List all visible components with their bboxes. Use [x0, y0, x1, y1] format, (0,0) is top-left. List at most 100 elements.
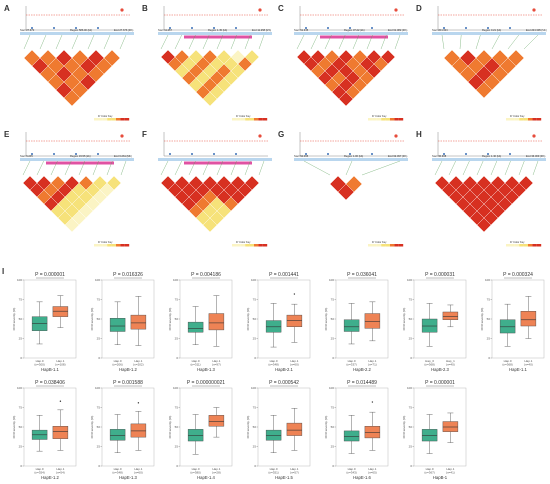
- snp-connector: [532, 160, 539, 176]
- track-start-label: Start 61.345: [294, 28, 309, 32]
- snp-connector: [160, 34, 169, 50]
- y-tick-label: 100: [329, 386, 334, 390]
- color-key-title: D' Color Key: [98, 240, 113, 244]
- color-key: [232, 244, 268, 247]
- snp-point: [487, 153, 489, 155]
- y-axis-label: FCR severity (%): [90, 416, 94, 439]
- y-tick-label: 50: [409, 425, 413, 429]
- snp-connector: [106, 160, 113, 176]
- color-key-swatch: [258, 244, 263, 247]
- panel-label: E: [4, 130, 10, 139]
- snp-connector: [78, 160, 86, 176]
- track-region-label: Region 15.55 (kb): [70, 154, 91, 158]
- color-key-swatch: [111, 118, 116, 121]
- snp-connector: [507, 34, 519, 50]
- p-value: P = 0.001588: [113, 380, 143, 386]
- boxplot-4: 0 25 50 75 100 FCR severity (%) P = 0.001441 Ha…: [246, 272, 311, 372]
- color-key-swatch: [94, 244, 99, 247]
- group-count: (n=28): [212, 471, 221, 475]
- y-tick-label: 25: [175, 337, 179, 341]
- snp-point: [31, 153, 33, 155]
- track-end-label: End 204.305 (Mb): [526, 28, 547, 32]
- ld-panel-f: F D' Color Key: [142, 130, 272, 247]
- snp-connector: [87, 34, 95, 50]
- snp-connector: [55, 34, 63, 50]
- p-value: P = 0.004186: [191, 272, 221, 278]
- group-count: (n=41): [446, 471, 455, 475]
- plot-frame: [179, 387, 233, 467]
- snp-connector: [230, 34, 237, 50]
- color-key-swatch: [245, 118, 250, 121]
- track-end-label: End 61.382 (Mb): [388, 28, 407, 32]
- color-key-swatch: [368, 118, 373, 121]
- outlier-point: [59, 400, 62, 402]
- y-tick-label: 50: [97, 425, 101, 429]
- y-tick-label: 100: [251, 278, 256, 282]
- color-key-swatch: [240, 244, 246, 247]
- track-start-label: Start 204.304: [432, 28, 448, 32]
- y-tick-label: 25: [409, 337, 413, 341]
- y-tick-label: 25: [97, 445, 101, 449]
- p-value: P = 0.000324: [503, 272, 533, 278]
- y-tick-label: 75: [19, 406, 23, 410]
- y-tick-label: 25: [253, 445, 257, 449]
- y-axis-label: FCR severity (%): [246, 416, 250, 439]
- color-key-swatch: [381, 244, 386, 247]
- snp-point: [487, 27, 489, 29]
- snp-point: [191, 27, 193, 29]
- plot-frame: [101, 387, 155, 467]
- snp-point: [465, 153, 467, 155]
- y-tick-label: 25: [331, 337, 335, 341]
- color-key-swatch: [536, 118, 542, 121]
- genome-track: [158, 32, 272, 35]
- snp-point: [509, 27, 511, 29]
- color-key: [506, 244, 542, 247]
- boxplot-11: 0 25 50 75 100 FCR severity (%) P = 0.000542 Ha…: [246, 380, 311, 480]
- y-tick-label: 75: [409, 406, 413, 410]
- y-axis-label: FCR severity (%): [324, 416, 328, 439]
- color-key-swatch: [372, 118, 377, 121]
- snp-connector: [120, 160, 127, 176]
- color-key-swatch: [506, 118, 511, 121]
- y-tick-label: 0: [332, 356, 334, 360]
- group-name: Hap.1: [368, 359, 376, 363]
- ld-panel-a: A Start 27.670 Region 586.00 (kb) End 27.67…: [4, 4, 134, 121]
- snp-connector: [504, 160, 511, 176]
- snp-connector: [475, 34, 481, 50]
- track-end-label: End 62.097 (Mb): [388, 154, 407, 158]
- snp-connector: [103, 34, 111, 50]
- ld-cell: [64, 217, 80, 233]
- y-tick-label: 50: [253, 425, 257, 429]
- snp-connector: [22, 160, 31, 176]
- y-tick-label: 25: [331, 445, 335, 449]
- ld-panel-c: C Start 61.345 Region 37.22 (kb) End 61.382…: [278, 4, 408, 121]
- lead-snp-point: [532, 134, 536, 138]
- color-key-title: D' Color Key: [98, 114, 113, 118]
- color-key-swatch: [372, 244, 377, 247]
- snp-point: [371, 153, 373, 155]
- snp-connector: [36, 160, 44, 176]
- group-name: Hap.0: [36, 359, 44, 363]
- panel-label: A: [4, 4, 10, 13]
- color-key-swatch: [532, 118, 537, 121]
- snp-connector: [338, 34, 346, 50]
- x-axis-label: HapB-2.3: [431, 367, 449, 372]
- group-count: (n=300): [34, 363, 44, 367]
- color-key-swatch: [116, 244, 121, 247]
- snp-connector: [244, 34, 251, 50]
- ld-panel-g: G Start 62.095 Region 1.06 (kb) End 62.097 …: [278, 130, 408, 247]
- color-key-swatch: [519, 244, 524, 247]
- color-key-swatch: [506, 244, 511, 247]
- color-key-swatch: [249, 118, 254, 121]
- boxplot-3: 0 25 50 75 100 FCR severity (%) P = 0.004186 Ha…: [168, 272, 233, 372]
- color-key-swatch: [385, 244, 390, 247]
- y-tick-label: 50: [409, 317, 413, 321]
- group-name: Hap.1: [56, 359, 64, 363]
- color-key-swatch: [111, 244, 116, 247]
- y-tick-label: 75: [253, 406, 257, 410]
- color-key-swatch: [236, 244, 241, 247]
- box-hap1: [208, 415, 225, 427]
- outlier-point: [371, 401, 374, 403]
- y-tick-label: 0: [98, 464, 100, 468]
- y-tick-label: 0: [20, 356, 22, 360]
